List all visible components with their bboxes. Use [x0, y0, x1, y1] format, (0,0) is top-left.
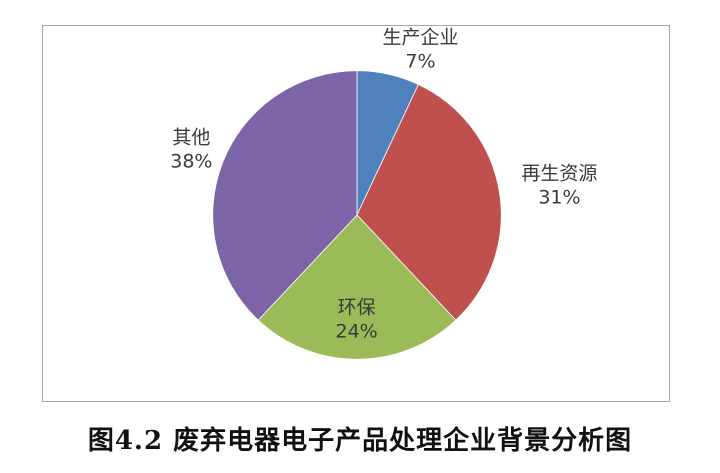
pie-slice-1: [356, 83, 502, 321]
slice-percent: 38%: [170, 149, 213, 172]
pie-slice-label-0: 生产企业 7%: [382, 27, 458, 75]
pie-slice-label-1: 再生资源 31%: [521, 162, 597, 210]
slice-name: 环保: [337, 296, 376, 319]
chart-frame: 生产企业 7% 再生资源 31% 环保 24% 其他 38%: [42, 25, 670, 402]
pie-slice-label-2: 环保 24%: [336, 297, 378, 345]
slice-name: 其他: [172, 126, 211, 148]
pie-slice-2: [257, 214, 457, 360]
slice-percent: 31%: [538, 186, 581, 209]
slice-percent: 7%: [405, 50, 436, 73]
pie-plot: 生产企业 7% 再生资源 31% 环保 24% 其他 38%: [43, 26, 669, 401]
slice-name: 再生资源: [521, 162, 598, 185]
slice-name: 生产企业: [382, 26, 459, 49]
pie-chart: [212, 70, 502, 360]
figure-caption: 图4.2 废弃电器电子产品处理企业背景分析图: [87, 426, 633, 456]
slice-percent: 24%: [335, 320, 378, 343]
pie-slice-label-3: 其他 38%: [170, 126, 212, 174]
pie-slice-3: [212, 70, 358, 321]
